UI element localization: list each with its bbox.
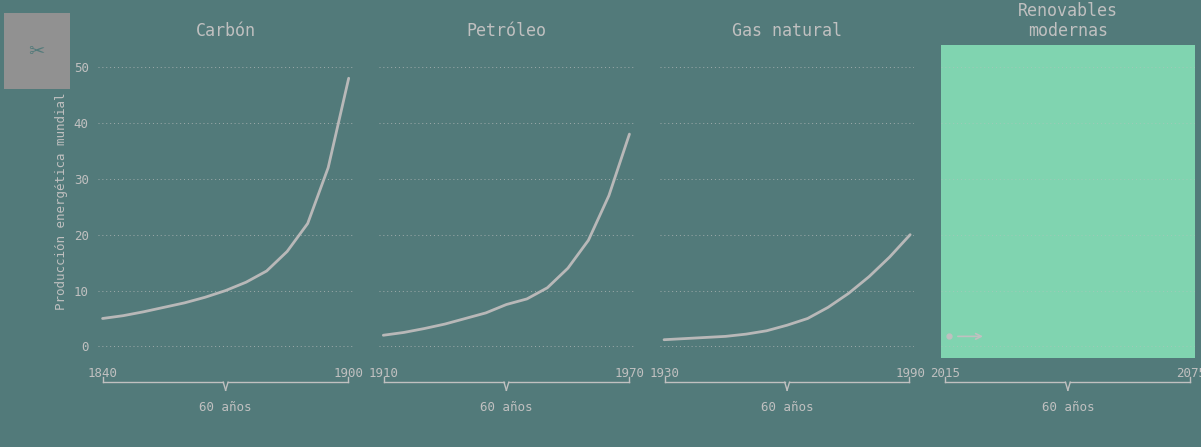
Title: Renovables
modernas: Renovables modernas bbox=[1017, 2, 1118, 40]
Title: Gas natural: Gas natural bbox=[733, 22, 842, 40]
Text: 60 años: 60 años bbox=[480, 401, 532, 414]
Text: 60 años: 60 años bbox=[1041, 401, 1094, 414]
Y-axis label: Producción energética mundial: Producción energética mundial bbox=[55, 93, 68, 310]
Text: 60 años: 60 años bbox=[199, 401, 252, 414]
Title: Petróleo: Petróleo bbox=[466, 22, 546, 40]
Text: 60 años: 60 años bbox=[761, 401, 813, 414]
Title: Carbón: Carbón bbox=[196, 22, 256, 40]
Text: ✂: ✂ bbox=[29, 42, 44, 61]
